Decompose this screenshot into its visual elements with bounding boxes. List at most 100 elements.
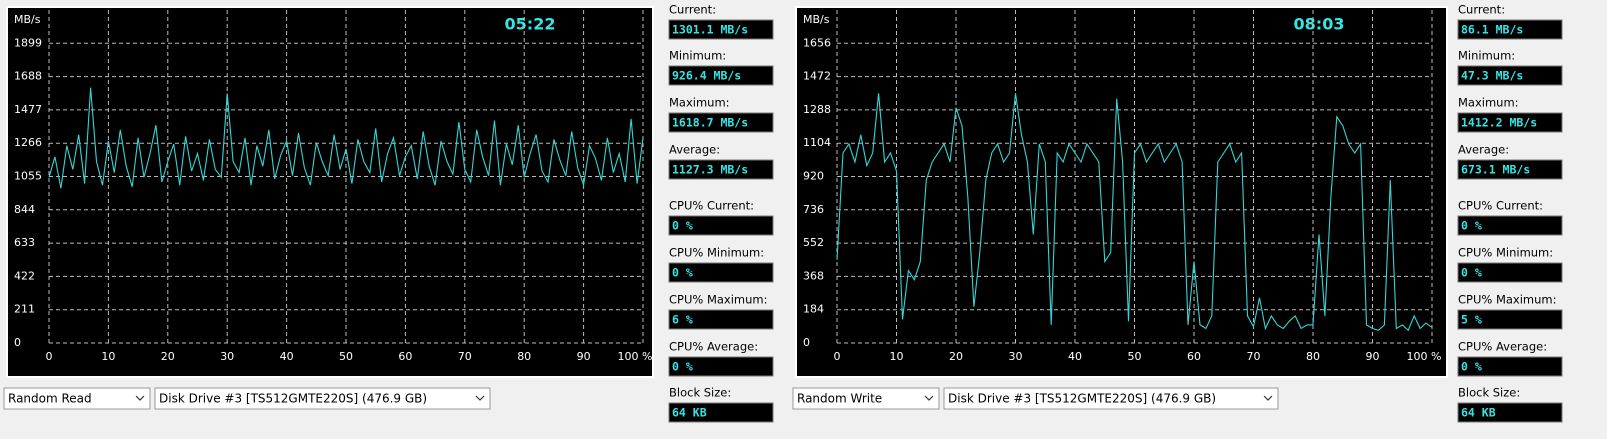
y-tick-label: 736 [803, 203, 824, 216]
y-tick-label: 1104 [803, 136, 831, 149]
stat-value: 1412.2 MB/s [1461, 116, 1537, 130]
dropdown-arrow [924, 395, 934, 401]
stat-box [668, 402, 774, 423]
stat-label: Maximum: [669, 96, 730, 110]
plot-area [8, 8, 652, 376]
stat-box [668, 112, 774, 133]
stat-value: 64 KB [672, 406, 707, 420]
x-tick-label: 90 [577, 350, 591, 363]
drive-dropdown-text: Disk Drive #3 [TS512GMTE220S] (476.9 GB) [159, 392, 427, 406]
stat-label: Maximum: [1458, 96, 1519, 110]
stat-box [1457, 112, 1563, 133]
stat-box [668, 19, 774, 40]
x-tick-label: 80 [1306, 350, 1320, 363]
stat-label: CPU% Maximum: [1458, 293, 1557, 307]
stat-value: 0 % [672, 266, 693, 280]
x-tick-label: 70 [458, 350, 472, 363]
stat-value: 5 % [1461, 313, 1482, 327]
x-tick-label: 30 [220, 350, 234, 363]
stat-box [1457, 356, 1563, 377]
x-tick-label: 10 [890, 350, 904, 363]
stat-label: Block Size: [669, 386, 731, 400]
y-tick-label: 0 [14, 336, 21, 349]
stat-box [1457, 309, 1563, 330]
elapsed-time: 05:22 [505, 15, 556, 34]
stat-label: CPU% Minimum: [1458, 246, 1553, 260]
drive-dropdown[interactable] [943, 387, 1279, 410]
x-tick-label: 100 % [1407, 350, 1442, 363]
mode-dropdown-text: Random Write [797, 392, 882, 406]
y-tick-label: 633 [14, 236, 35, 249]
stat-value: 673.1 MB/s [1461, 163, 1530, 177]
stat-box [1457, 159, 1563, 180]
y-tick-label: 920 [803, 170, 824, 183]
mode-dropdown[interactable] [792, 387, 940, 410]
stat-value: 64 KB [1461, 406, 1496, 420]
stat-box [1457, 402, 1563, 423]
stat-label: CPU% Current: [1458, 199, 1543, 213]
stat-value: 1127.3 MB/s [672, 163, 748, 177]
stat-box [668, 262, 774, 283]
x-tick-label: 50 [1128, 350, 1142, 363]
mode-dropdown-text: Random Read [8, 392, 92, 406]
stat-box [1457, 215, 1563, 236]
x-tick-label: 10 [101, 350, 115, 363]
throughput-line [836, 93, 1433, 332]
y-tick-label: 1288 [803, 103, 831, 116]
stat-value: 0 % [1461, 266, 1482, 280]
stat-label: CPU% Average: [669, 340, 758, 354]
y-tick-label: 1477 [14, 103, 42, 116]
stat-label: Average: [1458, 143, 1509, 157]
stat-label: CPU% Current: [669, 199, 754, 213]
stat-label: Current: [1458, 3, 1505, 17]
stat-value: 0 % [672, 219, 693, 233]
stat-label: CPU% Minimum: [669, 246, 764, 260]
y-tick-label: 211 [14, 303, 35, 316]
y-tick-label: 1055 [14, 170, 42, 183]
x-tick-label: 80 [517, 350, 531, 363]
x-tick-label: 30 [1009, 350, 1023, 363]
stat-value: 926.4 MB/s [672, 69, 741, 83]
stat-label: CPU% Maximum: [669, 293, 768, 307]
y-tick-label: 422 [14, 269, 35, 282]
stat-box [1457, 65, 1563, 86]
throughput-line [48, 87, 644, 189]
stat-label: Current: [669, 3, 716, 17]
stat-value: 0 % [672, 360, 693, 374]
y-tick-label: 552 [803, 236, 824, 249]
stat-label: Block Size: [1458, 386, 1520, 400]
x-tick-label: 0 [46, 350, 53, 363]
y-tick-label: 368 [803, 269, 824, 282]
stat-value: 86.1 MB/s [1461, 23, 1523, 37]
x-tick-label: 40 [1068, 350, 1082, 363]
y-tick-label: 1266 [14, 136, 42, 149]
stat-box [1457, 19, 1563, 40]
stat-label: Minimum: [1458, 49, 1515, 63]
x-tick-label: 90 [1366, 350, 1380, 363]
x-tick-label: 20 [161, 350, 175, 363]
y-tick-label: 1899 [14, 36, 42, 49]
stat-value: 0 % [1461, 219, 1482, 233]
stat-box [1457, 262, 1563, 283]
y-tick-label: 184 [803, 303, 824, 316]
x-tick-label: 20 [949, 350, 963, 363]
x-tick-label: 100 % [618, 350, 653, 363]
stat-value: 1618.7 MB/s [672, 116, 748, 130]
dropdown-arrow [475, 395, 485, 401]
x-tick-label: 70 [1247, 350, 1261, 363]
y-axis-label: MB/s [803, 13, 830, 26]
drive-dropdown[interactable] [154, 387, 491, 410]
stat-label: Minimum: [669, 49, 726, 63]
drive-dropdown-text: Disk Drive #3 [TS512GMTE220S] (476.9 GB) [948, 392, 1216, 406]
x-tick-label: 40 [280, 350, 294, 363]
elapsed-time: 08:03 [1294, 15, 1345, 34]
plot-area [797, 8, 1446, 376]
y-tick-label: 1472 [803, 70, 831, 83]
x-tick-label: 60 [398, 350, 412, 363]
mode-dropdown[interactable] [3, 387, 151, 410]
stat-label: CPU% Average: [1458, 340, 1547, 354]
dropdown-arrow [1263, 395, 1273, 401]
stat-box [668, 65, 774, 86]
y-tick-label: 844 [14, 203, 35, 216]
